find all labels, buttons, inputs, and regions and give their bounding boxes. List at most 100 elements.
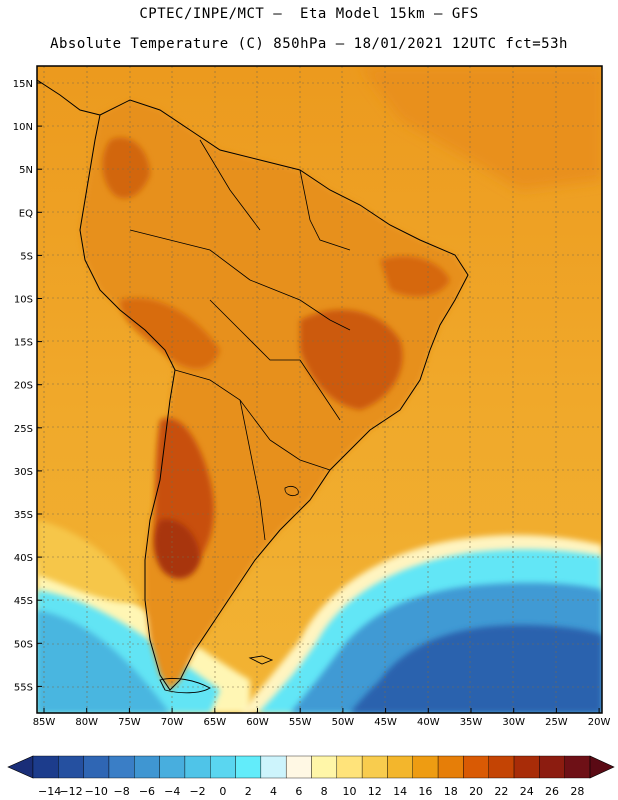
colorbar-tick-label: 12 bbox=[368, 785, 382, 798]
colorbar-tick-label: −12 bbox=[59, 785, 82, 798]
tierra-del-fuego bbox=[159, 677, 211, 694]
lon-label: 25W bbox=[545, 717, 568, 728]
coastline bbox=[79, 99, 469, 691]
colorbar-swatch bbox=[387, 755, 413, 779]
lat-label: 15N bbox=[13, 79, 33, 90]
colorbar-tick-label: 2 bbox=[245, 785, 252, 798]
colorbar-tick-label: 6 bbox=[295, 785, 302, 798]
longitude-labels: 85W 80W 75W 70W 65W 60W 55W 50W 45W 40W 35W 30W 25W 2… bbox=[33, 708, 611, 728]
colorbar-swatch bbox=[58, 755, 84, 779]
lon-label: 65W bbox=[203, 717, 226, 728]
lat-label: 5S bbox=[20, 251, 33, 262]
colorbar-tick-label: −10 bbox=[85, 785, 108, 798]
lagoa-dos-patos bbox=[284, 486, 299, 496]
colorbar-labels: −14−12 −10 −8 −6 −4 −2 0 2 4 6 8 10 12 14 16 18 20 22 24 26… bbox=[38, 785, 584, 798]
graticule bbox=[37, 66, 602, 713]
colorbar-tick-label: 16 bbox=[418, 785, 432, 798]
colorbar-tick-label: 28 bbox=[570, 785, 584, 798]
colorbar-swatch bbox=[412, 755, 439, 779]
colorbar-swatch bbox=[361, 755, 388, 779]
map-field bbox=[37, 66, 602, 713]
country-borders bbox=[129, 139, 351, 541]
lat-label: 45S bbox=[14, 596, 33, 607]
lon-label: 45W bbox=[374, 717, 397, 728]
lon-label: 40W bbox=[417, 717, 440, 728]
colorbar-swatch bbox=[311, 755, 338, 779]
lon-label: 85W bbox=[33, 717, 56, 728]
lat-label: 55S bbox=[14, 682, 33, 693]
lon-label: 70W bbox=[161, 717, 184, 728]
colorbar-swatch bbox=[134, 755, 160, 779]
map-frame bbox=[36, 65, 603, 714]
colorbar-swatch bbox=[463, 755, 489, 779]
colorbar-swatch bbox=[437, 755, 464, 779]
colorbar-swatch bbox=[210, 755, 236, 779]
colorbar-tick-label: −8 bbox=[114, 785, 130, 798]
lon-label: 60W bbox=[246, 717, 269, 728]
lon-label: 55W bbox=[289, 717, 312, 728]
lon-label: 35W bbox=[460, 717, 483, 728]
hot-spot-brazil-ne bbox=[380, 256, 450, 297]
colorbar-swatch bbox=[83, 755, 110, 779]
colorbar-tick-label: 20 bbox=[469, 785, 483, 798]
colorbar-swatch bbox=[260, 755, 287, 779]
hot-spot-peru bbox=[120, 298, 220, 369]
colorbar-tick-label: 24 bbox=[520, 785, 534, 798]
lat-label: EQ bbox=[19, 208, 33, 219]
latitude-labels: 15N 10N 5N EQ 5S 10S 15S 20S 25S 30S 35S 40S 45S 50S 5… bbox=[13, 79, 42, 693]
lon-label: 20W bbox=[588, 717, 611, 728]
coastline-central-america bbox=[37, 79, 101, 116]
colorbar-tick-label: 10 bbox=[342, 785, 356, 798]
lat-label: 35S bbox=[14, 510, 33, 521]
title-line-2: Absolute Temperature (C) 850hPa – 18/01/… bbox=[50, 36, 568, 52]
lat-label: 5N bbox=[19, 165, 33, 176]
lon-label: 75W bbox=[118, 717, 141, 728]
colorbar-tick-label: 14 bbox=[393, 785, 407, 798]
colorbar-tick-label: 0 bbox=[219, 785, 226, 798]
colorbar-swatch bbox=[564, 755, 591, 779]
colorbar-swatch bbox=[184, 755, 211, 779]
hot-spot-colombia bbox=[102, 137, 150, 199]
colorbar-swatch bbox=[539, 755, 565, 779]
colorbar-arrow-low bbox=[7, 755, 34, 779]
colorbar bbox=[7, 755, 615, 779]
cool-strip-pacific bbox=[37, 520, 140, 603]
colorbar-tick-label: 4 bbox=[270, 785, 277, 798]
lat-label: 25S bbox=[14, 424, 33, 435]
lat-label: 10S bbox=[14, 295, 33, 306]
colorbar-swatch bbox=[32, 755, 59, 779]
colorbar-swatch bbox=[513, 755, 540, 779]
colorbar-tick-label: 22 bbox=[494, 785, 508, 798]
colorbar-tick-label: −4 bbox=[164, 785, 180, 798]
lat-label: 20S bbox=[14, 381, 33, 392]
cold-sw-mid bbox=[37, 610, 170, 713]
hot-spot-brazil-central bbox=[300, 309, 403, 410]
falkland-islands bbox=[248, 655, 274, 665]
title-line-1: CPTEC/INPE/MCT – Eta Model 15km – GFS bbox=[139, 6, 479, 22]
lon-label: 80W bbox=[75, 717, 98, 728]
lat-label: 30S bbox=[14, 467, 33, 478]
colorbar-tick-label: −14 bbox=[38, 785, 61, 798]
lat-label: 40S bbox=[14, 553, 33, 564]
cold-se-core bbox=[350, 625, 602, 713]
colorbar-swatch bbox=[108, 755, 135, 779]
warm-band-ne bbox=[360, 66, 602, 190]
colorbar-swatch bbox=[488, 755, 515, 779]
colorbar-swatch bbox=[285, 755, 312, 779]
colorbar-swatch bbox=[336, 755, 363, 779]
colorbar-swatch bbox=[235, 755, 262, 779]
lat-label: 50S bbox=[14, 639, 33, 650]
colorbar-tick-label: −6 bbox=[139, 785, 155, 798]
colorbar-tick-label: 8 bbox=[321, 785, 328, 798]
colorbar-tick-label: 26 bbox=[545, 785, 559, 798]
hot-core-patagonia bbox=[154, 519, 200, 579]
lon-label: 50W bbox=[332, 717, 355, 728]
colorbar-tick-label: −2 bbox=[189, 785, 205, 798]
lon-label: 30W bbox=[502, 717, 525, 728]
colorbar-tick-label: 18 bbox=[444, 785, 458, 798]
lat-label: 10N bbox=[13, 122, 33, 133]
lat-label: 15S bbox=[14, 338, 33, 349]
colorbar-swatch bbox=[159, 755, 186, 779]
colorbar-arrow-high bbox=[589, 755, 615, 779]
